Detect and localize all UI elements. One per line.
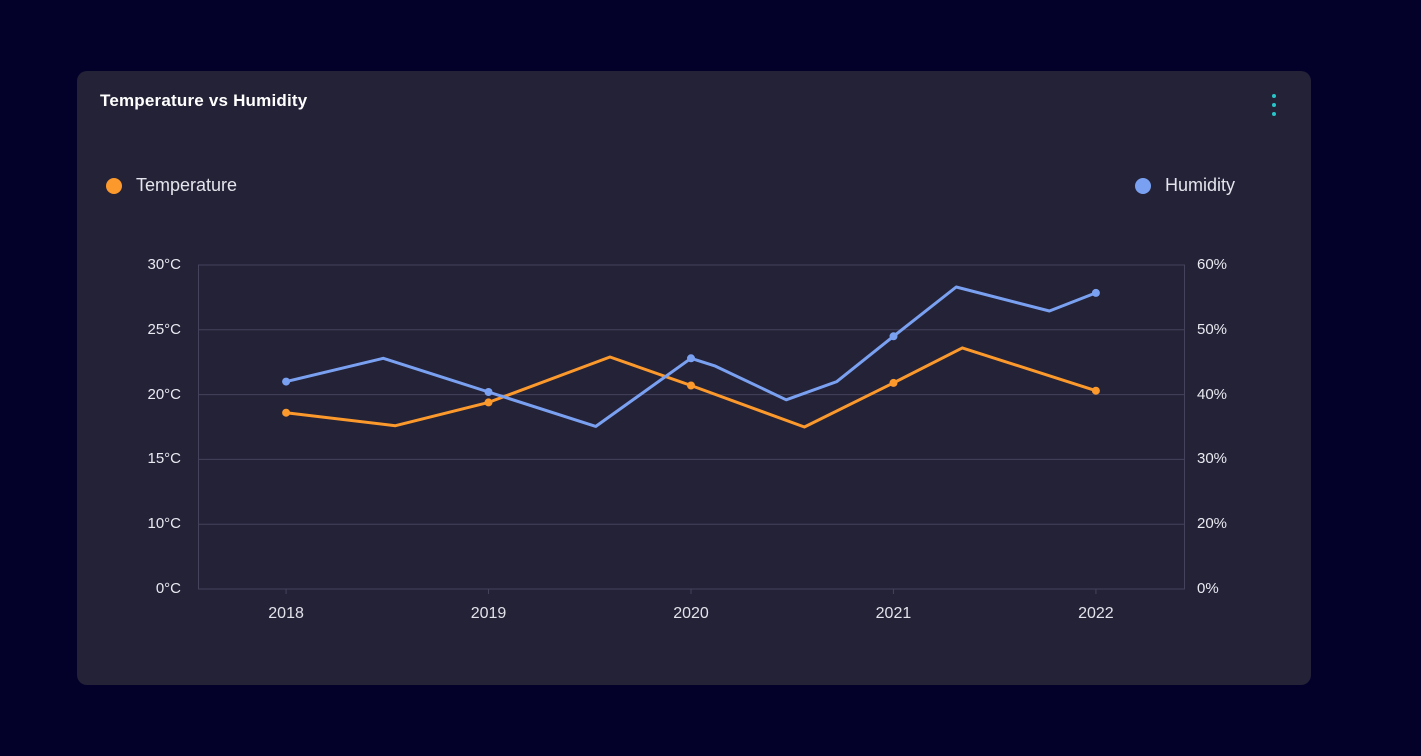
temperature-point-marker (282, 408, 291, 417)
y-axis-right-label: 20% (1197, 515, 1228, 533)
y-axis-left-label: 10°C (147, 515, 181, 533)
legend-label-temperature: Temperature (136, 175, 238, 195)
y-axis-right-label: 40% (1197, 385, 1228, 403)
humidity-point-marker (687, 354, 695, 363)
humidity-point-marker (889, 332, 898, 341)
y-axis-right-label: 50% (1197, 320, 1228, 338)
temperature-legend-dot-icon (106, 177, 122, 194)
card-title: Temperature vs Humidity (100, 91, 308, 110)
x-axis-label: 2019 (470, 605, 507, 622)
humidity-point-marker (282, 377, 291, 386)
temperature-point-marker (1091, 386, 1100, 395)
legend-item-humidity[interactable]: Humidity (1134, 175, 1235, 196)
y-axis-left-label: 25°C (147, 320, 181, 338)
y-axis-right-label: 0% (1197, 580, 1219, 597)
kebab-dot (1272, 112, 1276, 116)
chart-plot-area: 30°C 25°C 20°C 15°C 10°C 0°C 60% 50% 40% 30% 20% 0%… (147, 256, 1227, 622)
y-axis-left-label: 0°C (155, 580, 181, 597)
x-axis-label: 2020 (673, 605, 709, 622)
legend-item-temperature[interactable]: Temperature (106, 175, 237, 196)
temperature-point-marker (889, 378, 898, 387)
kebab-dot (1272, 103, 1276, 107)
temperature-point-marker (484, 398, 493, 407)
chart-card: Temperature vs Humidity Temperature Humi… (77, 71, 1311, 685)
humidity-point-marker (484, 388, 493, 396)
chart-canvas (198, 264, 1185, 594)
y-axis-right-label: 60% (1197, 256, 1228, 273)
x-axis-label: 2022 (1078, 605, 1114, 622)
kebab-dot (1272, 94, 1276, 98)
legend-label-humidity: Humidity (1164, 175, 1235, 195)
kebab-menu-icon[interactable] (1268, 93, 1280, 117)
temperature-point-marker (687, 381, 695, 390)
y-axis-left-label: 15°C (147, 450, 181, 468)
y-axis-left-label: 20°C (147, 385, 181, 403)
y-axis-left-label: 30°C (147, 256, 181, 273)
x-axis-label: 2018 (268, 605, 304, 622)
y-axis-right-label: 30% (1197, 450, 1228, 468)
humidity-point-marker (1091, 288, 1100, 297)
x-axis-label: 2021 (875, 605, 912, 622)
humidity-line (284, 285, 1098, 428)
humidity-legend-dot-icon (1134, 177, 1151, 194)
